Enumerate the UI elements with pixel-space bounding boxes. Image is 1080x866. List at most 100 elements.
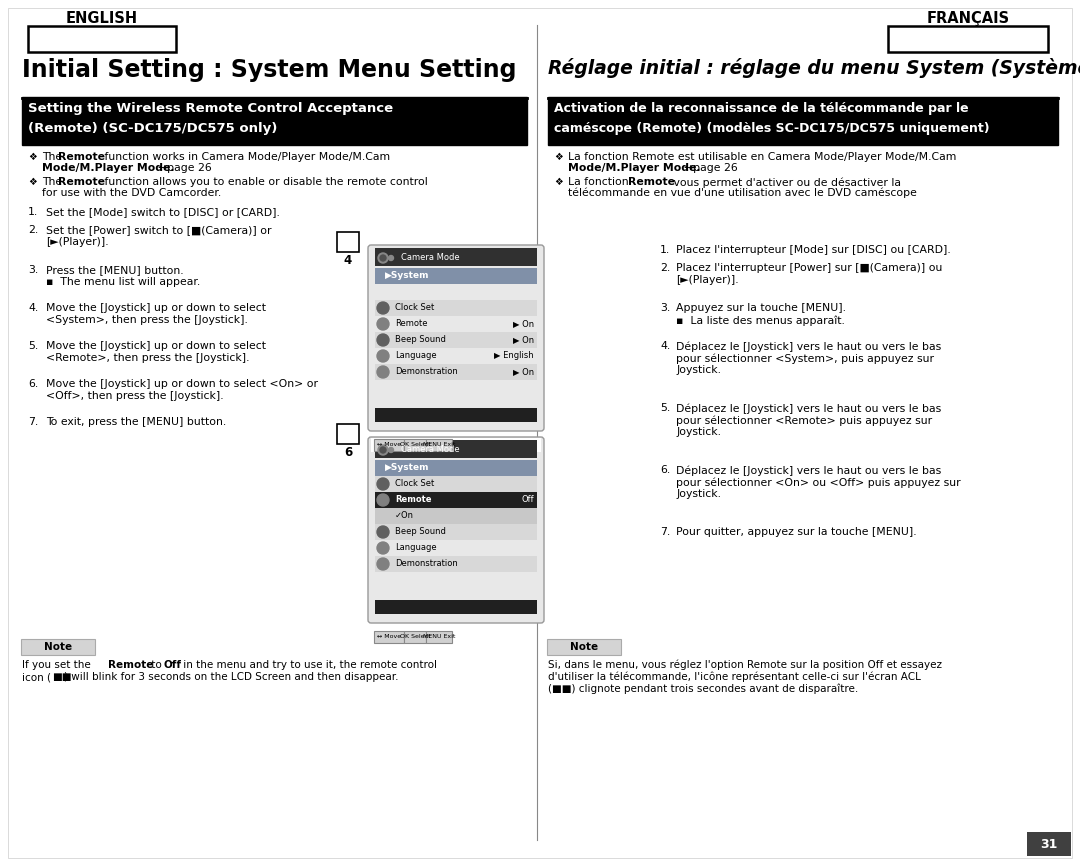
Bar [375,316,537,332]
Text: ■■: ■■ [52,672,71,682]
FancyBboxPatch shape [21,639,95,655]
Circle shape [377,526,389,538]
Text: MENU Exit: MENU Exit [422,635,455,639]
Text: 2.: 2. [660,263,671,273]
Text: 1.: 1. [28,207,38,217]
Circle shape [378,253,388,263]
Text: Déplacez le [Joystick] vers le haut ou vers le bas: Déplacez le [Joystick] vers le haut ou v… [676,403,942,413]
Circle shape [377,366,389,378]
Bar [375,540,537,556]
FancyBboxPatch shape [546,639,621,655]
Bar [372,438,541,452]
Text: <System>, then press the [Joystick].: <System>, then press the [Joystick]. [46,315,248,325]
Text: <Off>, then press the [Joystick].: <Off>, then press the [Joystick]. [46,391,224,401]
Text: Placez l'interrupteur [Mode] sur [DISC] ou [CARD].: Placez l'interrupteur [Mode] sur [DISC] … [676,245,950,255]
Bar [548,97,1058,145]
Text: FRANÇAIS: FRANÇAIS [927,11,1010,26]
Text: Move the [Joystick] up or down to select: Move the [Joystick] up or down to select [46,303,266,313]
Bar [375,348,537,364]
Circle shape [377,302,389,314]
Text: télécommande en vue d'une utilisation avec le DVD caméscope: télécommande en vue d'une utilisation av… [568,188,917,198]
Text: ▶ English: ▶ English [495,352,534,360]
Circle shape [377,542,389,554]
Text: pour sélectionner <On> ou <Off> puis appuyez sur: pour sélectionner <On> ou <Off> puis app… [676,477,960,488]
Text: Remote: Remote [58,177,105,187]
Text: Joystick.: Joystick. [676,365,721,375]
Text: ↔ Move: ↔ Move [377,635,401,639]
Circle shape [377,350,389,362]
Bar [375,508,537,524]
Text: 5.: 5. [660,403,671,413]
Text: 3.: 3. [28,265,38,275]
Text: 3.: 3. [660,303,671,313]
Text: Remote: Remote [58,152,105,162]
Text: 6.: 6. [28,379,38,389]
Text: 4.: 4. [660,341,671,351]
Text: Note: Note [570,642,598,652]
Text: in the menu and try to use it, the remote control: in the menu and try to use it, the remot… [180,660,437,670]
Text: ❖: ❖ [554,177,563,187]
Text: to: to [148,660,165,670]
Text: pour sélectionner <Remote> puis appuyez sur: pour sélectionner <Remote> puis appuyez … [676,415,932,425]
Circle shape [377,478,389,490]
Bar [375,600,537,614]
Text: ❖: ❖ [554,152,563,162]
Text: ▶ On: ▶ On [513,320,534,328]
FancyBboxPatch shape [368,245,544,431]
Circle shape [389,448,393,453]
Text: function works in Camera Mode/Player Mode/M.Cam: function works in Camera Mode/Player Mod… [102,152,390,162]
Text: ENGLISH: ENGLISH [66,11,138,26]
Text: ▶System: ▶System [384,463,430,473]
FancyBboxPatch shape [426,631,453,643]
Text: [►(Player)].: [►(Player)]. [676,275,739,285]
Text: Appuyez sur la touche [MENU].: Appuyez sur la touche [MENU]. [676,303,846,313]
Circle shape [377,494,389,506]
Text: Language: Language [395,544,436,553]
Text: Set the [Mode] switch to [DISC] or [CARD].: Set the [Mode] switch to [DISC] or [CARD… [46,207,280,217]
Text: <Remote>, then press the [Joystick].: <Remote>, then press the [Joystick]. [46,353,249,363]
Text: Clock Set: Clock Set [395,480,434,488]
Text: Initial Setting : System Menu Setting: Initial Setting : System Menu Setting [22,58,516,82]
Text: The: The [42,152,66,162]
Bar [28,26,176,52]
Text: 4: 4 [343,254,352,267]
Text: Camera Mode: Camera Mode [401,254,460,262]
Text: Déplacez le [Joystick] vers le haut ou vers le bas: Déplacez le [Joystick] vers le haut ou v… [676,465,942,475]
Text: icon (: icon ( [22,672,51,682]
Circle shape [389,255,393,261]
Text: →page 26: →page 26 [684,163,738,173]
Circle shape [377,318,389,330]
Circle shape [380,447,386,453]
Text: La fonction Remote est utilisable en Camera Mode/Player Mode/M.Cam: La fonction Remote est utilisable en Cam… [568,152,957,162]
Text: 1.: 1. [660,245,671,255]
Text: Language: Language [395,352,436,360]
Text: The: The [42,177,66,187]
Bar [375,556,537,572]
Text: (Remote) (SC-DC175/DC575 only): (Remote) (SC-DC175/DC575 only) [28,122,278,135]
Text: MENU Exit: MENU Exit [422,443,455,448]
Text: 5.: 5. [28,341,38,351]
Text: →page 26: →page 26 [158,163,212,173]
Text: Remote: Remote [395,320,428,328]
Bar [375,268,537,284]
Text: ▶ On: ▶ On [513,335,534,345]
FancyBboxPatch shape [426,439,453,451]
Bar [337,424,359,444]
Text: Setting the Wireless Remote Control Acceptance: Setting the Wireless Remote Control Acce… [28,102,393,115]
Text: ✓On: ✓On [395,512,414,520]
Bar [375,440,537,458]
Text: 7.: 7. [660,527,671,537]
Text: Mode/M.Player Mode.: Mode/M.Player Mode. [568,163,701,173]
Text: Joystick.: Joystick. [676,489,721,499]
Bar [337,232,359,252]
Text: caméscope (Remote) (modèles SC-DC175/DC575 uniquement): caméscope (Remote) (modèles SC-DC175/DC5… [554,122,989,135]
Text: Off: Off [522,495,534,505]
Text: Déplacez le [Joystick] vers le haut ou vers le bas: Déplacez le [Joystick] vers le haut ou v… [676,341,942,352]
Text: OK Select: OK Select [400,443,430,448]
Circle shape [377,558,389,570]
Text: Note: Note [44,642,72,652]
FancyBboxPatch shape [404,631,426,643]
Text: ▪  La liste des menus apparaît.: ▪ La liste des menus apparaît. [676,315,845,326]
Text: Set the [Power] switch to [■(Camera)] or: Set the [Power] switch to [■(Camera)] or [46,225,271,235]
Text: ▪  The menu list will appear.: ▪ The menu list will appear. [46,277,200,287]
